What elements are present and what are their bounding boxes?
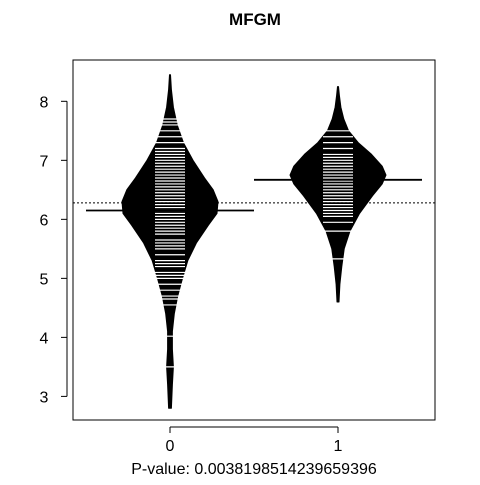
y-tick-label-7: 7 bbox=[40, 153, 49, 170]
observation-layer bbox=[155, 118, 353, 368]
x-tick-label-1: 1 bbox=[334, 438, 343, 455]
y-tick-label-6: 6 bbox=[40, 212, 49, 229]
y-tick-label-4: 4 bbox=[40, 330, 49, 347]
x-axis-label: P-value: 0.0038198514239659396 bbox=[131, 461, 377, 478]
y-tick-label-3: 3 bbox=[40, 389, 49, 406]
y-tick-label-5: 5 bbox=[40, 271, 49, 288]
group-mean-layer bbox=[86, 178, 422, 212]
y-tick-label-8: 8 bbox=[40, 94, 49, 111]
y-axis: 3 4 5 6 7 8 bbox=[40, 94, 68, 406]
bean-shape-1 bbox=[289, 86, 387, 303]
plot-frame bbox=[72, 59, 436, 421]
chart-title: MFGM bbox=[229, 10, 281, 29]
x-tick-label-0: 0 bbox=[166, 438, 175, 455]
